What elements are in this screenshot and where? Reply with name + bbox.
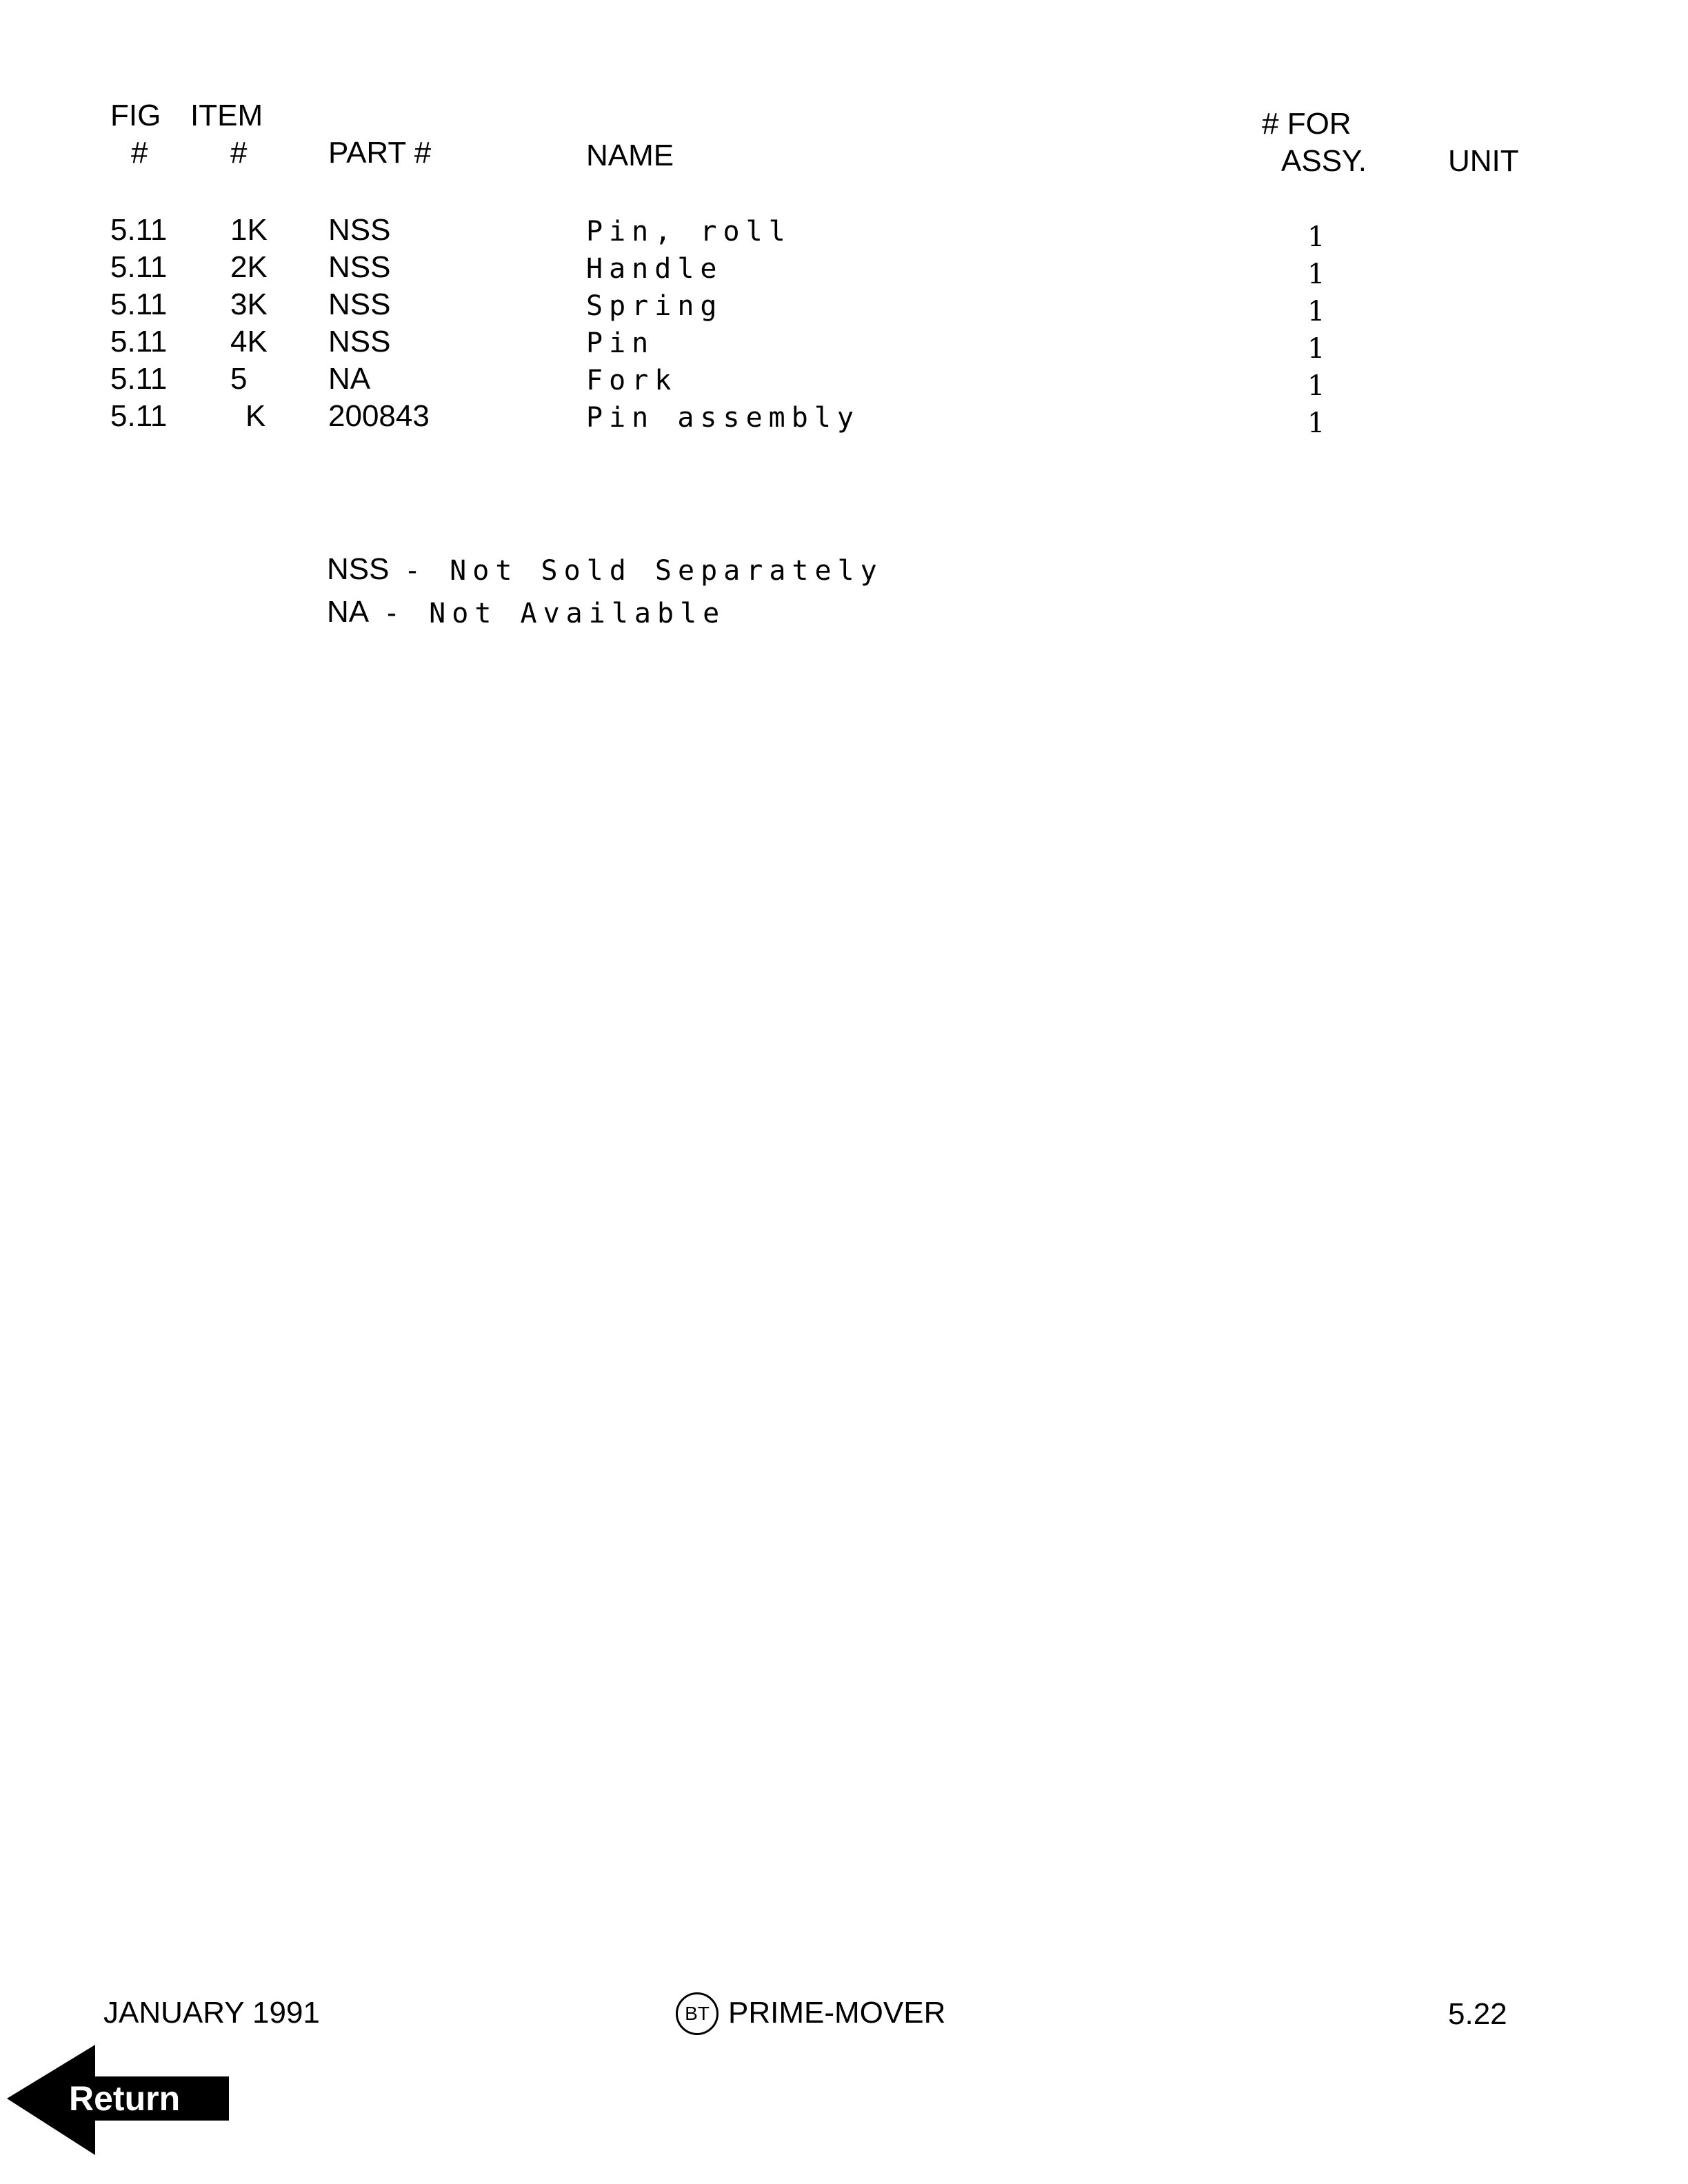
row-qty: 1 [1307, 259, 1325, 290]
header-item: ITEM [190, 99, 263, 132]
row-name: Pin, roll [586, 216, 792, 247]
header-part: PART # [328, 136, 432, 170]
row-name: Spring [586, 290, 723, 322]
row-item: 5 [230, 362, 248, 396]
row-part: NSS [328, 287, 391, 321]
row-name: Pin assembly [586, 402, 860, 434]
row-item: 3K [230, 287, 268, 321]
row-part: NSS [328, 325, 391, 358]
footer-page-number: 5.22 [1448, 1997, 1507, 2031]
row-qty: 1 [1307, 333, 1325, 365]
bt-logo-icon: BT [676, 1992, 719, 2035]
row-qty: 1 [1307, 370, 1325, 402]
return-button[interactable]: Return [7, 2045, 229, 2155]
note-abbr: NA [327, 595, 370, 629]
footer-brand: PRIME-MOVER [728, 1996, 946, 2030]
row-item: 1K [230, 213, 268, 247]
header-item-hash: # [230, 136, 248, 170]
header-fig: FIG [110, 99, 161, 132]
row-fig: 5.11 [110, 399, 168, 433]
row-name: Fork [586, 365, 678, 396]
row-part: NSS [328, 213, 391, 247]
return-label: Return [69, 2079, 181, 2118]
row-name: Handle [586, 253, 723, 285]
row-qty: 1 [1307, 221, 1325, 253]
header-fig-hash: # [131, 136, 148, 170]
row-name: Pin [586, 327, 655, 359]
header-qty: # FOR [1262, 107, 1352, 141]
row-qty: 1 [1307, 407, 1325, 439]
row-fig: 5.11 [110, 250, 168, 284]
row-fig: 5.11 [110, 287, 168, 321]
row-item: 4K [230, 325, 268, 358]
note-text: - Not Available [383, 598, 726, 629]
header-name: NAME [586, 139, 674, 172]
note-text: - Not Sold Separately [404, 555, 883, 587]
row-part: NSS [328, 250, 391, 284]
row-item: 2K [230, 250, 268, 284]
row-fig: 5.11 [110, 325, 168, 358]
note-abbr: NSS [327, 552, 390, 586]
row-item: K [245, 399, 266, 433]
row-qty: 1 [1307, 296, 1325, 327]
footer-date: JANUARY 1991 [103, 1996, 320, 2030]
left-arrow-icon [7, 2045, 229, 2155]
row-part: NA [328, 362, 371, 396]
header-unit: UNIT [1448, 144, 1519, 178]
header-assy: ASSY. [1281, 144, 1367, 178]
row-part: 200843 [328, 399, 430, 433]
row-fig: 5.11 [110, 213, 168, 247]
row-fig: 5.11 [110, 362, 168, 396]
